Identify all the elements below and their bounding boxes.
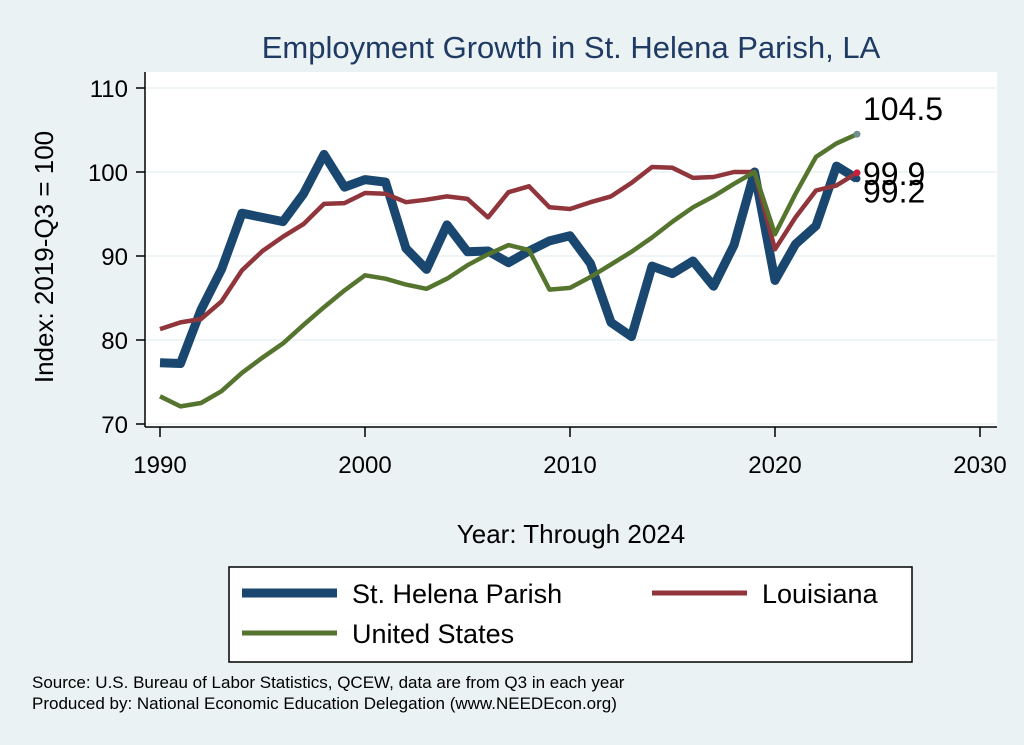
x-tick-label: 2030: [953, 452, 1006, 479]
plot-area: [145, 72, 997, 427]
x-axis-label: Year: Through 2024: [457, 519, 685, 549]
legend-box: [228, 566, 913, 663]
x-tick-label: 2020: [748, 452, 801, 479]
end-value-label: 104.5: [863, 91, 943, 127]
chart-title: Employment Growth in St. Helena Parish, …: [262, 30, 881, 65]
source-note: Source: U.S. Bureau of Labor Statistics,…: [32, 673, 625, 692]
y-tick-label: 70: [101, 412, 128, 439]
y-tick-label: 100: [88, 160, 128, 187]
end-value-label: 99.9: [863, 156, 925, 192]
end-labels: 99.299.9 104.5: [853, 91, 943, 210]
producer-note: Produced by: National Economic Education…: [32, 694, 617, 713]
end-marker: [853, 130, 861, 138]
y-tick-label: 80: [101, 328, 128, 355]
series-line-st-helena-parish: [159, 149, 860, 368]
y-axis-label: Index: 2019-Q3 = 100: [29, 131, 59, 383]
series-line-united-states: [159, 132, 858, 409]
legend: St. Helena Parish Louisiana United State…: [228, 566, 913, 663]
end-marker: [853, 175, 861, 183]
x-tick-label: 2010: [543, 452, 596, 479]
legend-label-louisiana: Louisiana: [762, 579, 879, 609]
x-tick-label: 1990: [133, 452, 186, 479]
x-tick-label: 2000: [338, 452, 391, 479]
legend-label-united-states: United States: [352, 619, 514, 649]
y-tick-label: 90: [101, 244, 128, 271]
axes: 70 80 90 100 110 1990 2000 2010 2020 2030: [88, 72, 1007, 479]
legend-label-st-helena: St. Helena Parish: [352, 579, 562, 609]
series-lines: [159, 132, 860, 409]
series-line-louisiana: [159, 164, 859, 332]
end-value-label: 99.2: [863, 174, 925, 210]
y-tick-label: 110: [90, 76, 128, 103]
end-marker: [853, 169, 861, 177]
